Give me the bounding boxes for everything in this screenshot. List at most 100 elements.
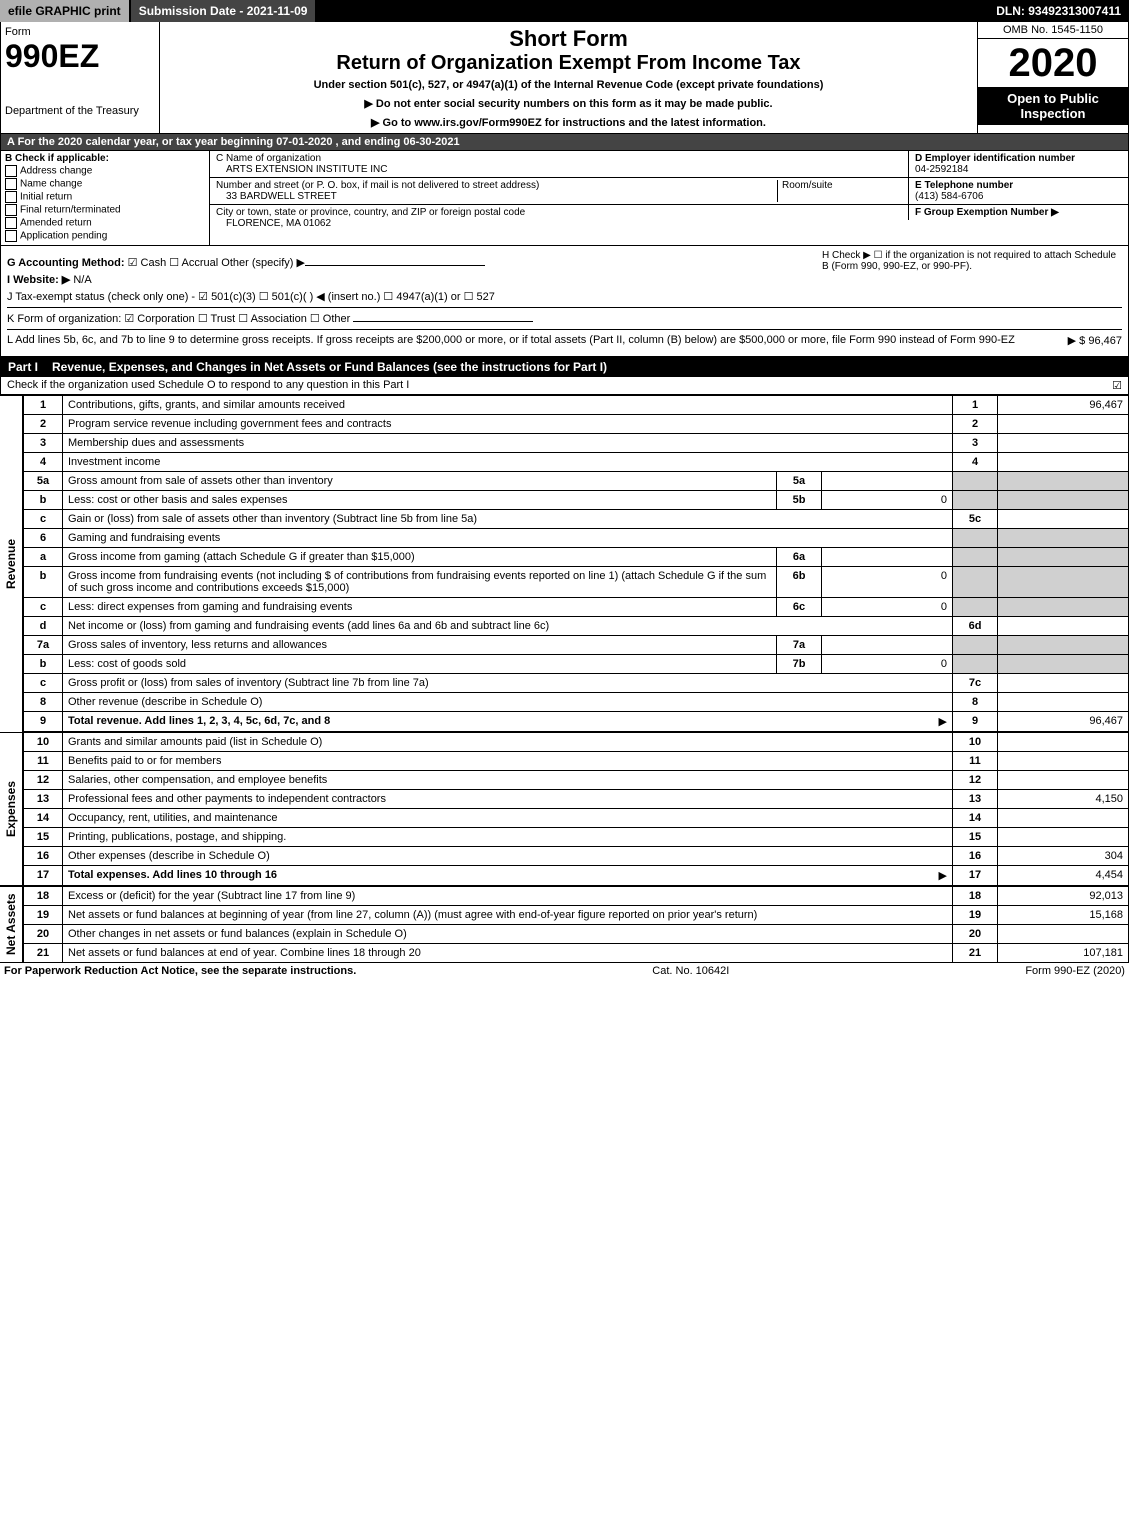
- gross-receipts-value: ▶ $ 96,467: [1068, 334, 1122, 347]
- line-15: 15 Printing, publications, postage, and …: [24, 828, 1129, 847]
- expenses-vlabel: Expenses: [0, 732, 23, 886]
- form-word: Form: [5, 26, 155, 38]
- form-header: Form 990EZ Department of the Treasury Sh…: [0, 22, 1129, 134]
- part-1-checknote: Check if the organization used Schedule …: [0, 377, 1129, 395]
- tax-exempt-status[interactable]: J Tax-exempt status (check only one) - ☑…: [7, 291, 495, 303]
- phone-value: (413) 584-6706: [915, 191, 983, 202]
- line-6b: b Gross income from fundraising events (…: [24, 567, 1129, 598]
- entity-right: D Employer identification number 04-2592…: [908, 151, 1128, 245]
- part-1-title: Revenue, Expenses, and Changes in Net As…: [52, 360, 607, 374]
- line-5a: 5a Gross amount from sale of assets othe…: [24, 472, 1129, 491]
- entity-box: B Check if applicable: Address change Na…: [0, 151, 1129, 246]
- chk-initial-return[interactable]: Initial return: [5, 191, 205, 203]
- expenses-section: Expenses 10 Grants and similar amounts p…: [0, 732, 1129, 886]
- line-10: 10 Grants and similar amounts paid (list…: [24, 733, 1129, 752]
- page-footer: For Paperwork Reduction Act Notice, see …: [0, 963, 1129, 979]
- line-2: 2 Program service revenue including gove…: [24, 415, 1129, 434]
- header-center: Short Form Return of Organization Exempt…: [160, 22, 977, 133]
- city-cell: City or town, state or province, country…: [210, 205, 908, 231]
- line-3: 3 Membership dues and assessments 3: [24, 434, 1129, 453]
- instructions-link[interactable]: ▶ Go to www.irs.gov/Form990EZ for instru…: [164, 116, 973, 129]
- group-exemption-cell: F Group Exemption Number ▶: [908, 205, 1128, 220]
- revenue-section: Revenue 1 Contributions, gifts, grants, …: [0, 395, 1129, 732]
- entity-center: C Name of organization ARTS EXTENSION IN…: [210, 151, 908, 245]
- line-6a: a Gross income from gaming (attach Sched…: [24, 548, 1129, 567]
- line-6d: d Net income or (loss) from gaming and f…: [24, 617, 1129, 636]
- catalog-number: Cat. No. 10642I: [652, 965, 729, 977]
- line-16: 16 Other expenses (describe in Schedule …: [24, 847, 1129, 866]
- revenue-table: 1 Contributions, gifts, grants, and simi…: [23, 395, 1129, 732]
- net-assets-table: 18 Excess or (deficit) for the year (Sub…: [23, 886, 1129, 963]
- chk-application-pending[interactable]: Application pending: [5, 230, 205, 242]
- public-inspection: Open to Public Inspection: [978, 87, 1128, 125]
- line-14: 14 Occupancy, rent, utilities, and maint…: [24, 809, 1129, 828]
- room-label: Room/suite: [782, 180, 833, 191]
- chk-name-change[interactable]: Name change: [5, 178, 205, 190]
- street-address-cell: Number and street (or P. O. box, if mail…: [216, 180, 773, 202]
- dln-label: DLN: 93492313007411: [988, 0, 1129, 22]
- ein-label: D Employer identification number: [915, 153, 1075, 164]
- tax-year: 2020: [978, 39, 1128, 87]
- efile-print-label: efile GRAPHIC print: [0, 0, 131, 22]
- ein-value: 04-2592184: [915, 164, 968, 175]
- gross-receipts-note: L Add lines 5b, 6c, and 7b to line 9 to …: [7, 334, 1015, 346]
- address-row: Number and street (or P. O. box, if mail…: [210, 178, 908, 205]
- line-7c: c Gross profit or (loss) from sales of i…: [24, 674, 1129, 693]
- street-address: 33 BARDWELL STREET: [216, 191, 337, 202]
- net-assets-vlabel: Net Assets: [0, 886, 23, 963]
- chk-amended[interactable]: Amended return: [5, 217, 205, 229]
- net-assets-section: Net Assets 18 Excess or (deficit) for th…: [0, 886, 1129, 963]
- room-suite-cell: Room/suite: [777, 180, 902, 202]
- website-value: N/A: [73, 274, 91, 286]
- header-left: Form 990EZ Department of the Treasury: [1, 22, 160, 133]
- schedule-o-check[interactable]: ☑: [1112, 379, 1122, 392]
- accounting-method-opts[interactable]: ☑ Cash ☐ Accrual Other (specify) ▶: [128, 257, 305, 269]
- form-title: Return of Organization Exempt From Incom…: [164, 52, 973, 75]
- submission-date: Submission Date - 2021-11-09: [131, 0, 318, 22]
- expenses-table: 10 Grants and similar amounts paid (list…: [23, 732, 1129, 886]
- line-i: I Website: ▶ N/A: [7, 273, 1122, 286]
- line-20: 20 Other changes in net assets or fund b…: [24, 925, 1129, 944]
- line-7a: 7a Gross sales of inventory, less return…: [24, 636, 1129, 655]
- phone-cell: E Telephone number (413) 584-6706: [908, 178, 1128, 205]
- form-subtitle: Under section 501(c), 527, or 4947(a)(1)…: [164, 79, 973, 91]
- line-5b: b Less: cost or other basis and sales ex…: [24, 491, 1129, 510]
- line-17: 17 Total expenses. Add lines 10 through …: [24, 866, 1129, 886]
- line-13: 13 Professional fees and other payments …: [24, 790, 1129, 809]
- org-name-cell: C Name of organization ARTS EXTENSION IN…: [210, 151, 908, 178]
- dept-treasury: Department of the Treasury: [5, 105, 155, 117]
- org-name: ARTS EXTENSION INSTITUTE INC: [216, 164, 388, 175]
- ein-cell: D Employer identification number 04-2592…: [908, 151, 1128, 178]
- omb-number: OMB No. 1545-1150: [978, 22, 1128, 39]
- line-l: L Add lines 5b, 6c, and 7b to line 9 to …: [7, 329, 1122, 346]
- section-b-checkboxes: B Check if applicable: Address change Na…: [1, 151, 210, 245]
- part-1-num: Part I: [8, 360, 38, 374]
- short-form-label: Short Form: [164, 26, 973, 52]
- form-of-org[interactable]: K Form of organization: ☑ Corporation ☐ …: [7, 313, 350, 325]
- line-12: 12 Salaries, other compensation, and emp…: [24, 771, 1129, 790]
- line-9: 9 Total revenue. Add lines 1, 2, 3, 4, 5…: [24, 712, 1129, 732]
- phone-label: E Telephone number: [915, 180, 1013, 191]
- schedule-o-note: Check if the organization used Schedule …: [7, 379, 1112, 392]
- tax-period: A For the 2020 calendar year, or tax yea…: [0, 134, 1129, 151]
- line-18: 18 Excess or (deficit) for the year (Sub…: [24, 887, 1129, 906]
- line-11: 11 Benefits paid to or for members 11: [24, 752, 1129, 771]
- top-spacer: [317, 0, 988, 22]
- line-1: 1 Contributions, gifts, grants, and simi…: [24, 396, 1129, 415]
- section-b-header: B Check if applicable:: [5, 153, 109, 164]
- form-number: 990EZ: [5, 38, 155, 75]
- addr-label: Number and street (or P. O. box, if mail…: [216, 180, 773, 191]
- city-value: FLORENCE, MA 01062: [216, 218, 331, 229]
- c-label: C Name of organization: [216, 153, 902, 164]
- meta-block: H Check ▶ ☐ if the organization is not r…: [0, 246, 1129, 357]
- paperwork-notice: For Paperwork Reduction Act Notice, see …: [4, 965, 356, 977]
- group-exemption-label: F Group Exemption Number ▶: [915, 207, 1059, 218]
- chk-address-change[interactable]: Address change: [5, 165, 205, 177]
- top-bar: efile GRAPHIC print Submission Date - 20…: [0, 0, 1129, 22]
- header-right: OMB No. 1545-1150 2020 Open to Public In…: [977, 22, 1128, 133]
- line-6: 6 Gaming and fundraising events: [24, 529, 1129, 548]
- line-19: 19 Net assets or fund balances at beginn…: [24, 906, 1129, 925]
- line-5c: c Gain or (loss) from sale of assets oth…: [24, 510, 1129, 529]
- h-schedule-b: H Check ▶ ☐ if the organization is not r…: [822, 250, 1122, 272]
- chk-final-return[interactable]: Final return/terminated: [5, 204, 205, 216]
